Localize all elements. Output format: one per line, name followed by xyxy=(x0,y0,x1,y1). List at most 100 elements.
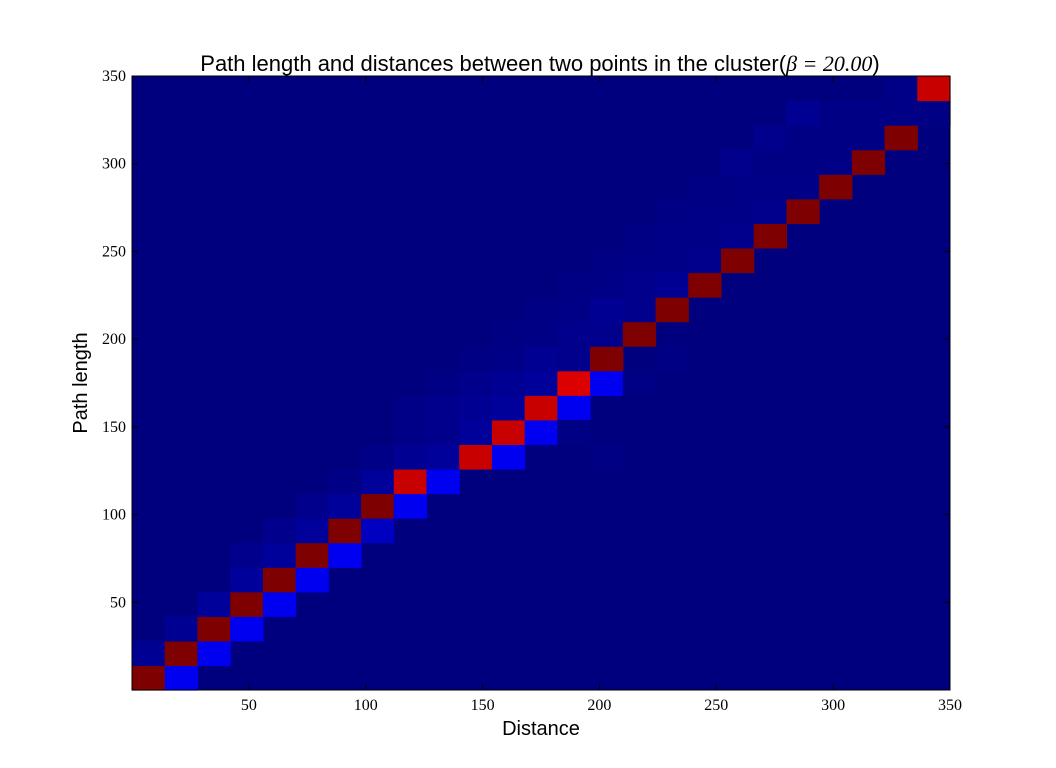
heatmap-cell xyxy=(786,174,820,200)
heatmap-cell xyxy=(590,297,624,323)
heatmap-cell xyxy=(819,100,853,126)
heatmap-cell xyxy=(426,419,460,445)
heatmap-cell xyxy=(491,346,526,372)
heatmap-cell xyxy=(164,665,199,691)
heatmap-cell xyxy=(688,247,722,274)
heatmap-cell xyxy=(328,542,362,568)
y-tick-label: 250 xyxy=(102,243,126,260)
heatmap-cell xyxy=(459,370,493,396)
heatmap-cell xyxy=(753,198,787,224)
heatmap-cell xyxy=(622,370,657,396)
y-tick-label: 350 xyxy=(102,68,126,85)
heatmap-cell xyxy=(590,370,624,396)
heatmap-cell xyxy=(230,591,264,617)
heatmap-cell xyxy=(590,272,624,298)
heatmap-cell xyxy=(295,493,329,519)
heatmap-cell xyxy=(590,346,624,372)
heatmap-cell xyxy=(720,223,755,249)
heatmap-cell xyxy=(459,346,493,372)
x-tick-label: 350 xyxy=(938,697,962,714)
heatmap-cell xyxy=(426,395,460,421)
chart-title: Path length and distances between two po… xyxy=(200,51,879,76)
heatmap-cell xyxy=(426,468,460,495)
heatmap-cell xyxy=(655,297,689,323)
heatmap-cell xyxy=(328,468,362,495)
heatmap-cell xyxy=(819,174,853,200)
heatmap-cell xyxy=(917,100,951,126)
heatmap-cell xyxy=(491,395,526,421)
heatmap-cell xyxy=(720,149,755,175)
heatmap-cell xyxy=(491,321,526,347)
x-tick-label: 300 xyxy=(821,697,845,714)
heatmap-cell xyxy=(786,149,820,175)
x-tick-label: 250 xyxy=(704,697,728,714)
heatmap-cell xyxy=(328,518,362,544)
heatmap-cell xyxy=(753,223,787,249)
heatmap-cell xyxy=(851,100,886,126)
heatmap-cell xyxy=(720,247,755,274)
heatmap-cell xyxy=(393,395,428,421)
heatmap-cell xyxy=(590,444,624,470)
heatmap-cell xyxy=(753,149,787,175)
heatmap-cell xyxy=(361,518,395,544)
heatmap-cell xyxy=(622,272,657,298)
heatmap-cell xyxy=(230,567,264,593)
heatmap-cell xyxy=(590,247,624,274)
y-tick-label: 50 xyxy=(110,594,126,611)
heatmap-cell xyxy=(393,419,428,445)
heatmap-cell xyxy=(688,272,722,298)
heatmap-cell xyxy=(459,395,493,421)
plot-frame xyxy=(131,75,951,691)
y-axis-ticks: 50 100 150 200 250 300 350 xyxy=(102,68,950,611)
heatmap-cell xyxy=(655,272,689,298)
y-tick-label: 200 xyxy=(102,331,126,348)
y-tick-label: 100 xyxy=(102,507,126,524)
heatmap-cell xyxy=(557,370,591,396)
heatmap-cell xyxy=(230,542,264,568)
heatmap-cell xyxy=(262,567,297,593)
heatmap-cell xyxy=(557,395,591,421)
heatmap-cells xyxy=(132,76,951,691)
heatmap-cell xyxy=(688,198,722,224)
heatmap-cell xyxy=(328,493,362,519)
heatmap-cell xyxy=(491,444,526,470)
heatmap-cell xyxy=(884,125,918,151)
heatmap-cell xyxy=(426,444,460,470)
heatmap-cell xyxy=(720,174,755,200)
y-tick-label: 300 xyxy=(102,156,126,173)
heatmap-cell xyxy=(557,272,591,298)
heatmap-cell xyxy=(524,370,558,396)
heatmap-cell xyxy=(524,297,558,323)
heatmap-cell xyxy=(557,346,591,372)
heatmap-cell xyxy=(164,616,199,642)
heatmap-cell xyxy=(851,149,886,175)
heatmap-cell xyxy=(491,370,526,396)
heatmap-cell xyxy=(917,76,951,102)
heatmap-cell xyxy=(361,468,395,495)
heatmap-cell xyxy=(132,665,166,691)
heatmap-cell xyxy=(884,76,918,102)
heatmap-cell xyxy=(622,223,657,249)
heatmap-cell xyxy=(622,297,657,323)
heatmap-cell xyxy=(884,100,918,126)
heatmap-cell xyxy=(164,640,199,667)
heatmap-cell xyxy=(361,493,395,519)
heatmap-cell xyxy=(262,518,297,544)
heatmap-cell xyxy=(851,125,886,151)
heatmap-cell xyxy=(197,591,231,617)
heatmap-cell xyxy=(655,223,689,249)
heatmap-cell xyxy=(361,444,395,470)
heatmap-cell xyxy=(295,567,329,593)
heatmap-cell xyxy=(720,198,755,224)
heatmap-cell xyxy=(491,419,526,445)
x-axis-label: Distance xyxy=(502,718,580,740)
x-tick-label: 150 xyxy=(471,697,495,714)
heatmap-cell xyxy=(295,518,329,544)
y-axis-label: Path length xyxy=(70,332,92,433)
heatmap-cell xyxy=(786,100,820,126)
x-tick-label: 200 xyxy=(587,697,611,714)
heatmap-cell xyxy=(524,419,558,445)
heatmap-cell xyxy=(295,542,329,568)
heatmap-cell xyxy=(230,616,264,642)
heatmap-cell xyxy=(688,174,722,200)
